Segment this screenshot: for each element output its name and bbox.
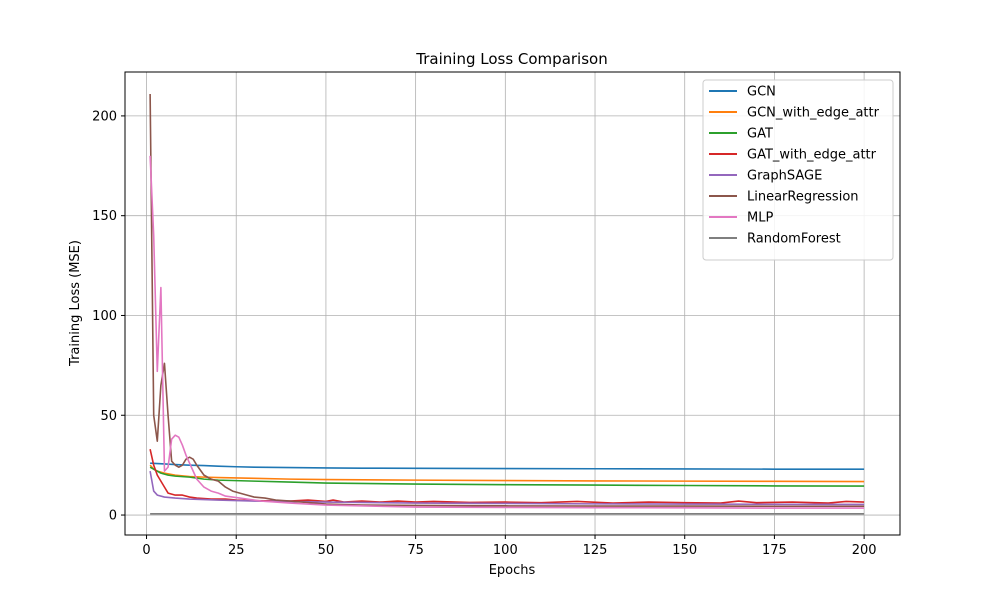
- legend-label-mlp: MLP: [747, 211, 773, 226]
- x-tick-label: 125: [583, 543, 608, 558]
- legend-label-randomforest: RandomForest: [747, 232, 841, 247]
- x-axis-title: Epochs: [489, 563, 536, 578]
- legend-label-graphsage: GraphSAGE: [747, 169, 822, 184]
- y-axis-title: Training Loss (MSE): [68, 240, 83, 367]
- x-tick-label: 175: [762, 543, 787, 558]
- series-line-gcn: [150, 462, 865, 470]
- legend-label-gcn: GCN: [747, 85, 776, 100]
- x-tick-label: 100: [493, 543, 518, 558]
- legend-label-gat: GAT: [747, 127, 773, 142]
- y-tick-label: 50: [100, 409, 117, 424]
- x-tick-label: 0: [142, 543, 150, 558]
- legend-label-gat-with-edge-attr: GAT_with_edge_attr: [747, 148, 877, 163]
- legend-label-linearregression: LinearRegression: [747, 190, 859, 205]
- series-line-gat-with-edge-attr: [149, 449, 865, 504]
- chart-title: Training Loss Comparison: [415, 50, 607, 68]
- legend-box: [702, 79, 894, 261]
- plot-frame: [124, 71, 901, 536]
- y-tick-label: 150: [92, 209, 117, 224]
- series-line-gcn-with-edge-attr: [149, 464, 865, 483]
- x-axis: 0 25 50 75 100 125 150 175 200: [142, 535, 877, 558]
- series-line-linearregression: [149, 93, 865, 508]
- series-layer: [149, 93, 865, 515]
- y-tick-label: 0: [109, 509, 117, 524]
- series-line-gat: [149, 466, 865, 487]
- y-tick-label: 200: [92, 109, 117, 124]
- y-axis: 0 50 100 150 200: [92, 109, 125, 524]
- y-tick-label: 100: [92, 309, 117, 324]
- x-tick-label: 200: [852, 543, 877, 558]
- x-tick-label: 25: [228, 543, 245, 558]
- series-line-graphsage: [149, 470, 865, 506]
- legend: GCN GCN_with_edge_attr GAT GAT_with_edge_at…: [702, 79, 894, 261]
- x-tick-label: 150: [672, 543, 697, 558]
- x-tick-label: 50: [318, 543, 335, 558]
- series-line-mlp: [149, 155, 865, 509]
- legend-label-gcn-with-edge-attr: GCN_with_edge_attr: [747, 106, 880, 121]
- x-tick-label: 75: [407, 543, 424, 558]
